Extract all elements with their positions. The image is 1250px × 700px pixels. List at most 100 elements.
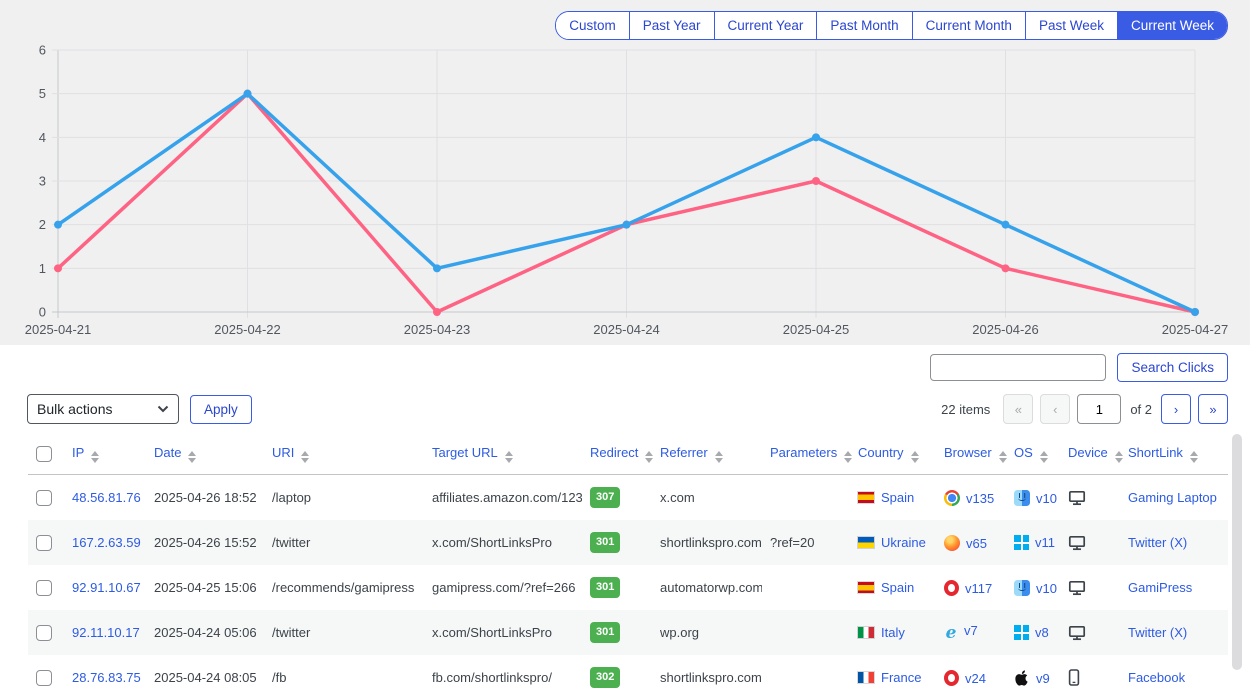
sort-icon[interactable] [1189, 451, 1198, 463]
column-header-country[interactable]: Country [850, 434, 936, 475]
spain-flag-icon [858, 582, 874, 593]
bulk-actions-selected-value: Bulk actions [37, 401, 113, 417]
column-header-parameters[interactable]: Parameters [762, 434, 853, 475]
shortlink-link[interactable]: Facebook [1128, 670, 1186, 685]
filter-current-month-button[interactable]: Current Month [911, 12, 1025, 39]
shortlink-link[interactable]: Twitter (X) [1128, 535, 1188, 550]
search-clicks-button[interactable]: Search Clicks [1117, 353, 1228, 382]
internet-explorer-icon: e [945, 623, 957, 643]
last-page-button[interactable]: » [1198, 394, 1228, 424]
date-cell: 2025-04-24 08:05 [154, 670, 257, 685]
browser-version-link[interactable]: v135 [966, 490, 995, 506]
ip-link[interactable]: 48.56.81.76 [72, 490, 141, 505]
column-header-referrer[interactable]: Referrer [652, 434, 762, 475]
desktop-icon [1068, 535, 1086, 550]
first-page-button[interactable]: « [1003, 394, 1034, 424]
os-version-link[interactable]: v10 [1036, 490, 1057, 506]
column-header-device[interactable]: Device [1060, 434, 1123, 475]
country-link[interactable]: Spain [881, 490, 915, 505]
row-checkbox[interactable] [36, 489, 52, 506]
country-link[interactable]: Spain [881, 580, 915, 595]
svg-text:5: 5 [39, 86, 46, 101]
ip-link[interactable]: 28.76.83.75 [72, 670, 141, 685]
ip-cell: 92.91.10.67 [64, 565, 146, 610]
column-header-browser[interactable]: Browser [936, 434, 1007, 475]
filter-past-year-button[interactable]: Past Year [628, 12, 714, 39]
os-cell: v8 [1006, 610, 1060, 655]
os-version-link[interactable]: v10 [1036, 580, 1057, 596]
chrome-icon [944, 489, 960, 506]
sort-icon[interactable] [188, 451, 197, 463]
ip-link[interactable]: 92.11.10.17 [72, 625, 140, 640]
apple-icon [1015, 669, 1028, 686]
search-input[interactable] [930, 354, 1107, 381]
ip-link[interactable]: 167.2.63.59 [72, 535, 141, 550]
sort-icon[interactable] [1039, 451, 1048, 463]
filter-custom-button[interactable]: Custom [556, 12, 629, 39]
current-page-input[interactable] [1077, 394, 1122, 424]
column-header-ip[interactable]: IP [64, 434, 146, 475]
sort-icon[interactable] [504, 451, 513, 463]
os-version-link[interactable]: v11 [1035, 535, 1055, 550]
device-cell [1060, 520, 1120, 565]
ip-cell: 92.11.10.17 [64, 610, 146, 655]
table-row: 28.76.83.75 2025-04-24 08:05/fb fb.com/sho… [28, 655, 1228, 700]
uri-cell: /laptop [272, 490, 312, 505]
shortlink-cell: Facebook [1120, 655, 1228, 700]
sort-icon[interactable] [645, 451, 654, 463]
macos-finder-icon [1014, 489, 1030, 506]
bulk-actions-select[interactable]: Bulk actions [27, 394, 179, 424]
shortlink-link[interactable]: GamiPress [1128, 580, 1193, 595]
country-link[interactable]: Italy [881, 625, 905, 640]
column-header-os[interactable]: OS [1006, 434, 1060, 475]
chart-section: 2025-04-21 2025-04-22 2025-04-23 2025-04-24… [0, 0, 1250, 345]
referrer-cell: x.com [660, 490, 695, 505]
filter-past-week-button[interactable]: Past Week [1024, 12, 1117, 39]
table-scrollbar[interactable] [1232, 434, 1242, 670]
filter-current-week-button[interactable]: Current Week [1116, 12, 1227, 39]
shortlink-cell: Twitter (X) [1120, 610, 1228, 655]
sort-icon[interactable] [714, 451, 723, 463]
shortlink-link[interactable]: Twitter (X) [1128, 625, 1188, 640]
os-version-link[interactable]: v8 [1035, 625, 1049, 640]
sort-icon[interactable] [91, 451, 100, 463]
browser-cell: e v7 [936, 610, 1006, 655]
target-url-cell: gamipress.com/?ref=266 [432, 580, 576, 595]
country-link[interactable]: Ukraine [881, 535, 926, 550]
filter-current-year-button[interactable]: Current Year [713, 12, 817, 39]
browser-version-link[interactable]: v65 [966, 535, 987, 551]
browser-version-link[interactable]: v24 [965, 670, 986, 686]
column-header-target-url[interactable]: Target URL [424, 434, 582, 475]
column-header-uri[interactable]: URI [264, 434, 424, 475]
row-checkbox[interactable] [36, 624, 52, 641]
sort-icon[interactable] [910, 451, 919, 463]
ip-link[interactable]: 92.91.10.67 [72, 580, 141, 595]
country-link[interactable]: France [881, 670, 922, 685]
sort-icon[interactable] [844, 451, 853, 463]
browser-version-link[interactable]: v117 [965, 580, 993, 596]
country-cell: France [850, 655, 936, 700]
row-checkbox[interactable] [36, 669, 52, 686]
shortlink-link[interactable]: Gaming Laptop [1128, 490, 1217, 505]
browser-version-link[interactable]: v7 [964, 623, 978, 638]
column-header-shortlink[interactable]: ShortLink [1120, 434, 1228, 475]
sort-icon[interactable] [301, 451, 310, 463]
redirect-status-badge: 307 [590, 487, 621, 508]
filter-past-month-button[interactable]: Past Month [816, 12, 912, 39]
row-checkbox[interactable] [36, 534, 52, 551]
column-header-redirect[interactable]: Redirect [582, 434, 654, 475]
svg-text:2025-04-25: 2025-04-25 [783, 322, 850, 337]
prev-page-button[interactable]: ‹ [1040, 394, 1071, 424]
apply-button[interactable]: Apply [190, 394, 252, 424]
clicks-table-wrap: IP Date URI Target URL Redirect Referrer Param… [28, 434, 1228, 700]
sort-icon[interactable] [998, 451, 1007, 463]
select-all-checkbox[interactable] [36, 446, 52, 463]
row-checkbox[interactable] [36, 579, 52, 596]
chevron-down-icon [157, 405, 169, 413]
os-version-link[interactable]: v9 [1036, 670, 1050, 686]
next-page-button[interactable]: › [1161, 394, 1191, 424]
sort-icon[interactable] [1114, 451, 1123, 463]
france-flag-icon [858, 672, 874, 683]
redirect-status-badge: 301 [590, 532, 621, 553]
column-header-date[interactable]: Date [146, 434, 264, 475]
